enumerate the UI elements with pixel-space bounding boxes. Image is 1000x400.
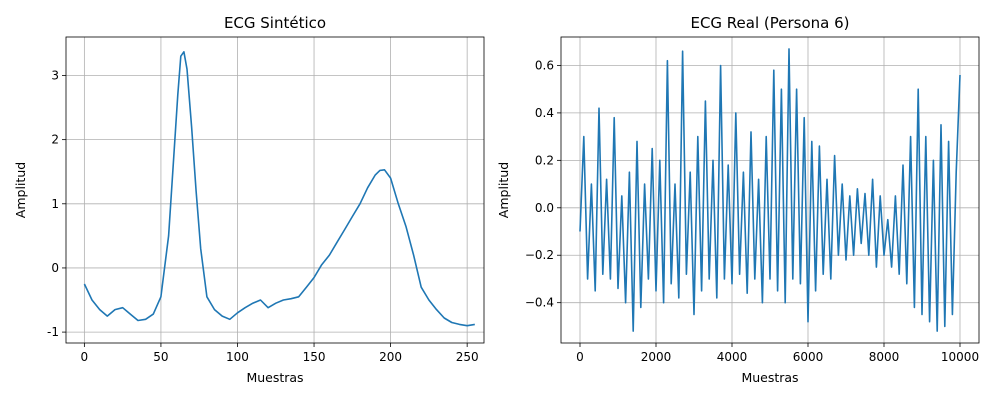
y-tick-label: 0.2 [535, 153, 554, 167]
real-ecg-panel: 0 2000 4000 6000 8000 10000 −0.4 −0.2 0.0 0.2 0.4 0… [496, 14, 980, 385]
x-axis-label: Muestras [246, 370, 303, 385]
y-tick-label: -1 [47, 325, 59, 339]
chart-title: ECG Sintético [224, 14, 326, 32]
series-lines [579, 48, 961, 332]
y-axis-label: Amplitud [13, 162, 28, 218]
x-tick-label: 50 [153, 350, 168, 364]
y-tick-label: 0 [51, 261, 59, 275]
plot-frame [560, 36, 980, 344]
x-tick-label: 8000 [869, 350, 900, 364]
series-line [579, 48, 961, 332]
x-tick-label: 2000 [641, 350, 672, 364]
x-tick-label: 0 [576, 350, 584, 364]
chart-title: ECG Real (Persona 6) [690, 14, 849, 32]
plot-frame [65, 36, 485, 344]
series-lines [83, 50, 475, 327]
tick-labels: 0 50 100 150 200 250 -1 0 1 2 3 [47, 68, 479, 364]
grid-lines [66, 37, 484, 343]
tick-labels: 0 2000 4000 6000 8000 10000 −0.4 −0.2 0.0 0.2 0.4 0… [525, 58, 979, 364]
y-tick-label: −0.4 [525, 296, 554, 310]
x-tick-label: 150 [303, 350, 326, 364]
x-tick-label: 100 [226, 350, 249, 364]
y-tick-label: 0.0 [535, 201, 554, 215]
series-line [83, 50, 475, 327]
y-tick-label: 1 [51, 197, 59, 211]
y-tick-label: 3 [51, 68, 59, 82]
y-tick-label: 0.4 [535, 106, 554, 120]
x-tick-label: 0 [81, 350, 89, 364]
x-tick-label: 250 [456, 350, 479, 364]
synthetic-ecg-panel: 0 50 100 150 200 250 -1 0 1 2 3 ECG Sintético Mues… [13, 14, 485, 385]
y-tick-label: 0.6 [535, 58, 554, 72]
x-tick-label: 10000 [941, 350, 979, 364]
y-tick-label: 2 [51, 133, 59, 147]
x-tick-label: 4000 [717, 350, 748, 364]
y-tick-label: −0.2 [525, 248, 554, 262]
x-axis-label: Muestras [741, 370, 798, 385]
x-tick-label: 200 [379, 350, 402, 364]
x-tick-label: 6000 [793, 350, 824, 364]
y-axis-label: Amplitud [496, 162, 511, 218]
